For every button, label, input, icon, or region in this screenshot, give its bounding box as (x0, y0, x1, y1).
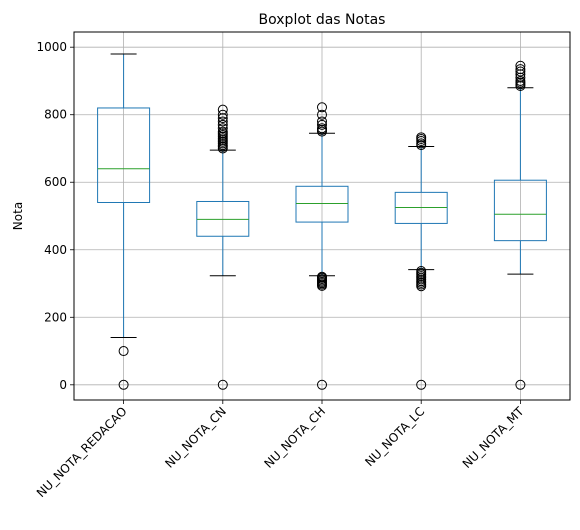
outlier-point (217, 113, 228, 124)
outlier-point (416, 379, 427, 390)
y-tick-label: 800 (44, 108, 67, 122)
y-tick-label: 0 (59, 378, 67, 392)
outlier-point (217, 109, 228, 120)
box-nu-nota-ch (295, 102, 349, 390)
outlier-point (515, 64, 526, 75)
y-axis-label: Nota (11, 202, 25, 230)
outlier-point (317, 123, 327, 134)
outlier-point (317, 102, 327, 113)
y-tick-label: 400 (44, 243, 67, 257)
outlier-point (317, 116, 327, 127)
outlier-point (217, 126, 228, 137)
outlier-point (217, 123, 228, 134)
y-tick-label: 200 (44, 310, 67, 324)
iqr-box (196, 200, 250, 237)
outlier-point (118, 379, 129, 390)
y-tick-label: 600 (44, 175, 67, 189)
outlier-point (317, 119, 327, 130)
chart-title: Boxplot das Notas (259, 12, 386, 28)
box-nu-nota-mt (493, 60, 547, 390)
iqr-box (295, 185, 349, 223)
box-nu-nota-redacao (97, 53, 151, 390)
outlier-point (515, 69, 526, 80)
outlier-point (515, 72, 526, 83)
outlier-point (416, 266, 427, 277)
outlier-point (317, 109, 327, 120)
outlier-point (515, 379, 526, 390)
y-tick-label: 1000 (36, 40, 67, 54)
outlier-point (317, 379, 327, 390)
outlier-point (118, 346, 129, 357)
outlier-point (317, 271, 327, 282)
outlier-point (416, 132, 427, 143)
outlier-point (217, 104, 228, 115)
outlier-point (515, 66, 526, 77)
box-nu-nota-lc (394, 132, 448, 390)
iqr-box (97, 107, 151, 203)
outlier-point (515, 60, 526, 71)
iqr-box (493, 179, 547, 242)
box-nu-nota-cn (196, 104, 250, 390)
outlier-point (217, 116, 228, 127)
outlier-point (217, 379, 228, 390)
outlier-point (416, 138, 427, 149)
outlier-point (217, 119, 228, 130)
box-layer (97, 53, 547, 390)
